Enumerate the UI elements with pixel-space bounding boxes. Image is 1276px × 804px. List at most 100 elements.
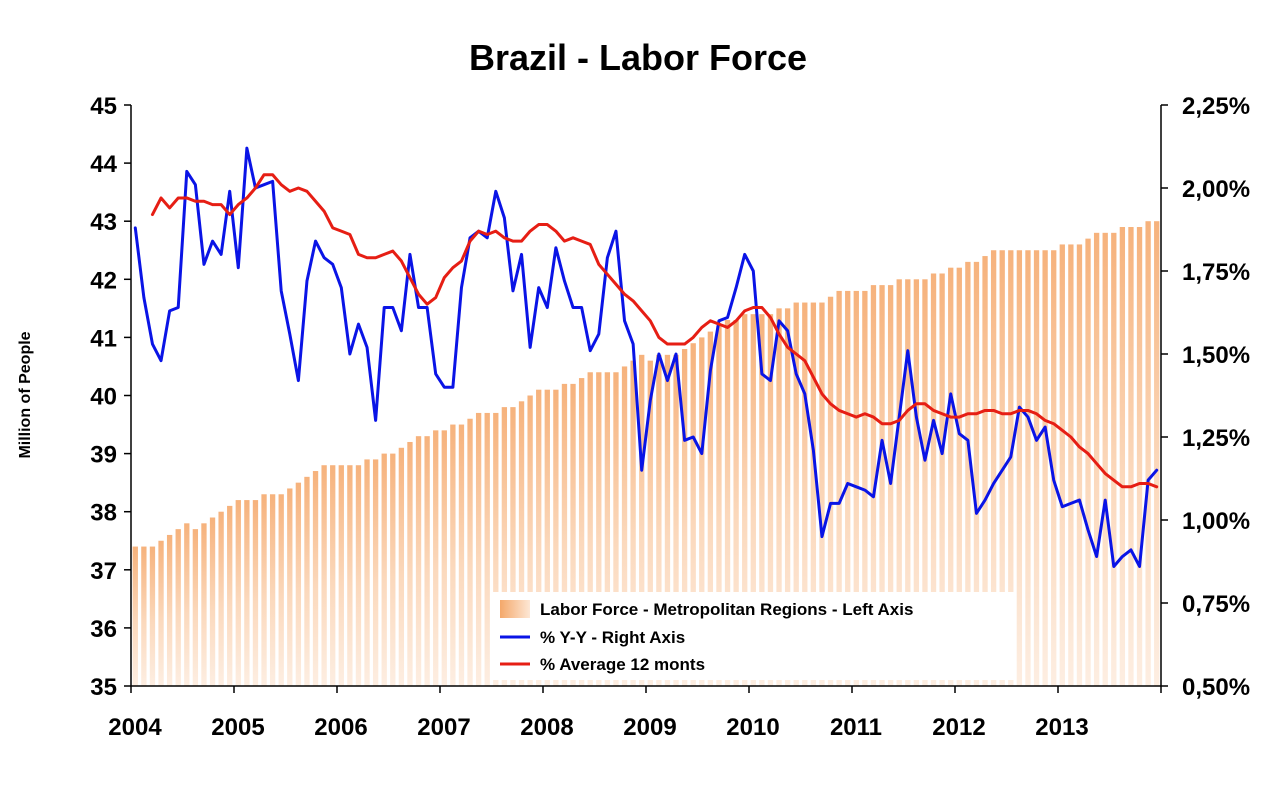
left-tick-label: 42	[90, 267, 117, 294]
labor-force-bar	[227, 505, 233, 686]
legend: Labor Force - Metropolitan Regions - Lef…	[490, 592, 1015, 680]
labor-force-bar	[1068, 244, 1074, 686]
labor-force-bar	[647, 360, 653, 686]
labor-force-bar	[630, 360, 636, 686]
labor-force-bar	[330, 465, 336, 686]
labor-force-bar	[836, 290, 842, 686]
chart-title: Brazil - Labor Force	[469, 37, 807, 78]
labor-force-bar	[536, 389, 542, 686]
x-tick-label: 2008	[520, 714, 573, 741]
labor-force-bar	[870, 285, 877, 686]
yoy-line	[133, 146, 1159, 568]
x-tick-label: 2006	[314, 714, 367, 741]
labor-force-bar	[364, 459, 370, 686]
labor-force-bar	[158, 540, 164, 686]
labor-force-bar	[656, 354, 662, 686]
labor-force-bar	[699, 337, 705, 686]
labor-force-bar	[458, 424, 465, 686]
labor-force-bar	[1033, 250, 1040, 686]
labor-force-bar	[716, 325, 722, 686]
left-tick-label: 41	[90, 325, 117, 352]
labor-force-bar	[132, 546, 138, 686]
labor-force-bar	[278, 494, 284, 686]
labor-force-bar	[501, 407, 508, 686]
labor-force-bar	[149, 546, 156, 686]
labor-force-bar	[742, 314, 748, 686]
labor-force-bar	[827, 296, 834, 686]
labor-force-bar	[802, 302, 808, 686]
labor-force-bar	[845, 290, 851, 686]
labor-force-bar	[244, 500, 250, 686]
labor-force-bar	[235, 500, 241, 686]
labor-force-bar	[527, 395, 533, 686]
labor-force-bar	[1102, 232, 1108, 686]
labor-force-bar	[415, 436, 422, 686]
labor-force-bar	[887, 285, 894, 686]
labor-force-bar	[312, 471, 319, 686]
x-tick-label: 2012	[932, 714, 985, 741]
average-12-months-line	[150, 173, 1159, 489]
labor-force-bar	[1076, 244, 1083, 686]
labor-force-bar	[424, 436, 430, 686]
right-tick-label: 1,00%	[1182, 508, 1250, 535]
labor-force-bar	[810, 302, 817, 686]
left-tick-label: 37	[90, 558, 117, 585]
labor-force-bar	[321, 465, 327, 686]
labor-force-bar	[338, 465, 344, 686]
labor-force-bar	[930, 273, 937, 686]
labor-force-bar	[1154, 221, 1160, 686]
y-axis-label: Million of People	[17, 331, 34, 458]
labor-force-bar	[604, 372, 611, 686]
labor-force-bar	[166, 534, 173, 686]
labor-force-bar	[544, 389, 550, 686]
left-tick-label: 45	[90, 93, 117, 120]
x-tick-label: 2011	[830, 714, 882, 741]
labor-force-bar	[218, 511, 224, 686]
labor-force-bar	[707, 331, 714, 686]
labor-force-bar	[175, 529, 181, 686]
left-tick-label: 40	[90, 384, 117, 411]
labor-force-bar	[896, 279, 902, 686]
labor-force-bar	[209, 517, 216, 686]
labor-force-bar	[922, 279, 928, 686]
labor-force-bar	[287, 488, 293, 686]
x-tick-label: 2010	[726, 714, 779, 741]
labor-force-bar	[1025, 250, 1031, 686]
labor-force-bar	[784, 308, 791, 686]
legend-label: % Average 12 monts	[540, 655, 705, 674]
left-tick-label: 44	[90, 151, 117, 178]
labor-force-bar	[141, 546, 147, 686]
labor-force-bar	[518, 401, 525, 686]
labor-force-bar	[973, 261, 980, 686]
right-tick-label: 0,75%	[1182, 591, 1250, 618]
labor-force-bar	[956, 267, 962, 686]
labor-force-bar	[1136, 227, 1143, 686]
x-tick-label: 2004	[108, 714, 162, 741]
x-tick-label: 2009	[623, 714, 676, 741]
labor-force-bar	[948, 267, 954, 686]
labor-force-bar	[913, 279, 920, 686]
labor-force-bar	[553, 389, 559, 686]
labor-force-bar	[621, 366, 628, 686]
labor-force-bar	[381, 453, 387, 686]
labor-force-bar	[441, 430, 447, 686]
labor-force-bar	[733, 319, 739, 686]
labor-force-bar	[759, 314, 765, 686]
legend-label: % Y-Y - Right Axis	[540, 628, 685, 647]
labor-force-bar	[613, 372, 619, 686]
labor-force-bar	[570, 383, 576, 686]
labor-force-bar	[587, 372, 593, 686]
labor-force-bar	[1119, 227, 1126, 686]
labor-force-bar	[819, 302, 825, 686]
labor-force-bar	[1008, 250, 1014, 686]
legend-label: Labor Force - Metropolitan Regions - Lef…	[540, 600, 913, 619]
x-tick-label: 2013	[1035, 714, 1088, 741]
right-tick-label: 1,25%	[1182, 425, 1250, 452]
labor-force-bar	[939, 273, 945, 686]
labor-force-bar	[493, 412, 499, 686]
labor-force-bar	[664, 354, 671, 686]
labor-force-bar	[355, 465, 362, 686]
left-tick-label: 36	[90, 616, 117, 643]
labor-force-bar	[639, 354, 645, 686]
